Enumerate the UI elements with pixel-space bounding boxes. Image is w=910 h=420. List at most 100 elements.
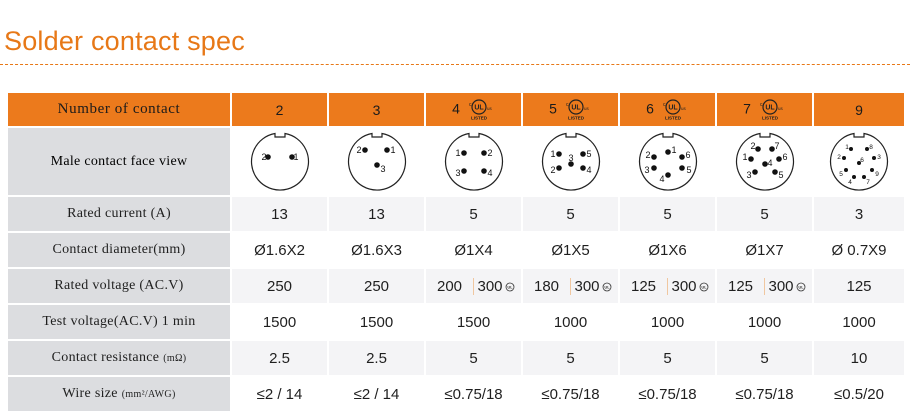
pin-number-label: 2	[645, 150, 650, 160]
ul-voltage-value: 300 UL	[474, 278, 521, 295]
contact-pin	[872, 155, 876, 160]
ul-recognized-icon: UL	[505, 282, 514, 291]
svg-text:LISTED: LISTED	[665, 115, 682, 120]
pin-number-label: 3	[380, 164, 385, 174]
header-contact-count: 2	[230, 91, 329, 128]
contact-pin	[678, 153, 685, 160]
contact-pin	[567, 160, 574, 167]
contact-pin	[747, 155, 754, 162]
ul-voltage-value: 300 UL	[765, 278, 812, 295]
contact-pin	[373, 161, 380, 168]
contact-face-diagram: 2 13	[347, 132, 406, 191]
contact-pin	[775, 155, 782, 162]
svg-text:UL: UL	[604, 284, 610, 289]
contact-pin	[771, 168, 778, 175]
svg-text:UL: UL	[668, 104, 678, 111]
spec-value: 5	[760, 349, 769, 367]
contact-pin	[480, 167, 487, 174]
contact-pin	[664, 171, 671, 178]
spec-value: 250	[363, 277, 390, 295]
spec-value: Ø1X5	[551, 241, 590, 259]
svg-text:LISTED: LISTED	[568, 115, 585, 120]
pin-number-label: 2	[750, 141, 755, 151]
spec-value-cell: Ø1X6	[618, 231, 717, 269]
contact-pin	[678, 164, 685, 171]
row-label-unit: (mm²/AWG)	[121, 389, 176, 400]
spec-value: 1000	[747, 313, 782, 331]
contact-pin	[842, 155, 846, 160]
contact-pin	[870, 167, 874, 172]
row-label-text: Contact diameter(mm)	[52, 242, 186, 257]
spec-value-cell: 10	[812, 339, 906, 377]
title-divider	[0, 64, 910, 65]
header-contact-count: 6 UL c us LISTED	[618, 91, 717, 128]
spec-value: 5	[469, 205, 478, 223]
pin-number-label: 1	[742, 152, 747, 162]
spec-value-cell: ≤0.75/18	[618, 375, 717, 413]
contact-pin	[460, 167, 467, 174]
spec-value: Ø1X6	[648, 241, 687, 259]
spec-value-cell: 5	[618, 195, 717, 233]
contact-pin	[288, 153, 295, 160]
spec-value: 5	[566, 349, 575, 367]
spec-value-cell: 2.5	[230, 339, 329, 377]
pin-number-label: 8	[869, 144, 873, 151]
spec-value: 13	[368, 205, 385, 223]
spec-row: Contact diameter(mm) Ø1.6X2 Ø1.6X3 Ø1X4 Ø1X5…	[6, 231, 906, 269]
row-label: Rated current (A)	[6, 195, 232, 233]
pin-number-label: 1	[455, 148, 460, 158]
svg-text:us: us	[487, 106, 493, 111]
pin-number-label: 3	[746, 170, 751, 180]
spec-value-cell: 1000	[715, 303, 814, 341]
spec-value-cell: ≤0.5/20	[812, 375, 906, 413]
connector-outline	[250, 132, 309, 191]
svg-text:UL: UL	[507, 284, 513, 289]
pin-number-label: 3	[455, 168, 460, 178]
contact-count-label: 5	[549, 100, 557, 117]
spec-value: 1500	[262, 313, 297, 331]
spec-value-cell: Ø1.6X2	[230, 231, 329, 269]
contact-pin	[865, 146, 869, 151]
voltage-value: 200	[426, 277, 474, 295]
spec-value-cell: 125 300 UL	[715, 267, 814, 305]
row-label-text: Test voltage(AC.V) 1 min	[42, 314, 196, 329]
spec-value: 5	[760, 205, 769, 223]
contact-pin	[383, 146, 390, 153]
spec-value: ≤2 / 14	[256, 385, 303, 403]
connector-outline	[347, 132, 406, 191]
contact-pin	[555, 164, 562, 171]
spec-value-cell: ≤0.75/18	[521, 375, 620, 413]
row-label-unit: (mΩ)	[163, 353, 187, 364]
svg-text:LISTED: LISTED	[762, 115, 779, 120]
connector-outline	[444, 132, 503, 191]
spec-row: Contact resistance (mΩ) 2.5 2.5 5 5 5 5 10	[6, 339, 906, 377]
contact-pin	[751, 168, 758, 175]
spec-value: ≤0.5/20	[834, 385, 884, 403]
spec-value-cell: 1000	[521, 303, 620, 341]
spec-value-cell: 5	[424, 195, 523, 233]
pin-number-label: 1	[293, 152, 298, 162]
header-contact-count: 9	[812, 91, 906, 128]
pin-number-label: 3	[568, 153, 573, 163]
spec-row: Rated voltage (AC.V) 250 250 200 300 UL 180 300…	[6, 267, 906, 305]
pin-number-label: 3	[877, 154, 881, 161]
face-view-cell: 1 2 3 4	[424, 126, 523, 197]
contact-face-diagram: 1 5 2 3 4	[541, 132, 600, 191]
row-label-text: Rated voltage (AC.V)	[54, 278, 184, 293]
spec-value: 13	[271, 205, 288, 223]
spec-value: 1500	[456, 313, 491, 331]
pin-number-label: 1	[671, 145, 676, 155]
row-label-text: Rated current (A)	[67, 206, 171, 221]
spec-value: 5	[663, 349, 672, 367]
row-label: Contact diameter(mm)	[6, 231, 232, 269]
spec-value: ≤0.75/18	[444, 385, 503, 403]
ul-voltage-value: 300 UL	[571, 278, 618, 295]
page-title: Solder contact spec	[4, 26, 245, 56]
spec-value: 1000	[553, 313, 588, 331]
ul-recognized-icon: UL	[699, 282, 708, 291]
row-label: Rated voltage (AC.V)	[6, 267, 232, 305]
pin-number-label: 6	[685, 150, 690, 160]
spec-value: 3	[854, 205, 864, 223]
